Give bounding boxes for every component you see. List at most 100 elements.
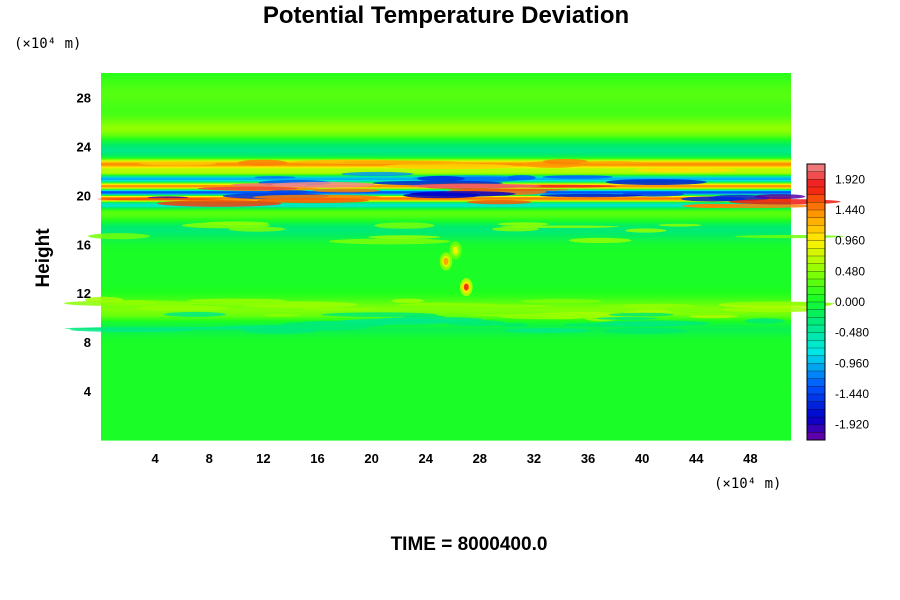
field-streak [136,305,228,311]
field-row [101,244,791,247]
time-label: TIME = 8000400.0 [391,534,548,555]
colorbar-segment [806,278,826,288]
field-row [101,392,791,395]
field-row [101,376,791,379]
x-tick-label: 12 [256,451,270,466]
field-row [101,216,791,218]
field-row [101,91,791,94]
y-tick-label: 4 [84,384,92,399]
field-row [101,170,791,173]
field-streak [744,318,786,324]
field-streak [542,158,589,165]
colorbar-segment [806,355,826,364]
field-row [101,130,791,133]
field-row [101,129,791,132]
field-row [101,329,791,332]
field-row [101,399,791,402]
field-row [101,283,791,286]
field-row [101,145,791,147]
field-row [101,326,791,329]
field-row [101,310,791,313]
field-row [101,90,791,92]
field-row [101,438,791,441]
field-row [101,102,791,105]
field-streak [605,179,707,186]
field-row [101,82,791,85]
field-row [101,347,791,349]
field-row [101,386,791,388]
field-row [101,437,791,440]
field-streak [539,193,643,198]
x-tick-label: 44 [689,451,704,466]
field-row [101,159,791,162]
field-row [101,381,791,384]
field-row [101,398,791,401]
field-row [101,387,791,390]
field-row [101,115,791,118]
colorbar-segment [806,370,826,380]
field-row [101,205,791,207]
field-row [101,156,791,159]
field-row [101,277,791,280]
field-streak [197,186,299,191]
field-row [101,235,791,238]
field-row [101,384,791,387]
colorbar-segment [806,186,826,196]
field-streak [328,238,451,245]
field-row [101,273,791,276]
field-row [101,419,791,422]
field-row [101,279,791,282]
field-row [101,272,791,275]
field-row [101,334,791,337]
colorbar-segment [806,294,826,303]
colorbar-tick-label: 1.440 [835,203,865,217]
colorbar-segment [806,301,826,311]
field-streak [417,175,465,182]
field-row [101,282,791,285]
field-streak [542,175,613,179]
field-row [101,348,791,351]
field-row [101,109,791,112]
field-row [101,211,791,214]
colorbar-segment [806,255,826,265]
chart-title: Potential Temperature Deviation [263,2,629,29]
field-row [101,309,791,311]
field-row [101,435,791,437]
colorbar-tick-label: -0.480 [835,326,869,340]
field-row [101,92,791,95]
field-row [101,136,791,139]
colorbar-segment [806,432,826,441]
colorbar-segment [806,378,826,387]
field-row [101,278,791,281]
field-row [101,404,791,407]
field-streak [464,304,553,308]
field-row [101,106,791,108]
field-row [101,142,791,145]
field-row [101,241,791,244]
field-row [101,206,791,209]
field-row [101,414,791,417]
field-row [101,323,791,326]
field-row [101,420,791,423]
field-streak [88,233,150,240]
field-streak [341,171,414,177]
field-row [101,355,791,358]
field-streak [163,311,227,317]
heatmap-blobs [439,241,473,297]
field-row [101,214,791,217]
colorbar-tick-label: 1.920 [835,172,865,186]
field-row [101,413,791,415]
field-row [101,325,791,327]
field-row [101,340,791,343]
colorbar-segment [806,232,826,242]
colorbar: 1.920 1.440 0.960 0.480 0.000 -0.480 -0.960 -1.… [806,163,869,441]
field-row [101,433,791,436]
field-row [101,108,791,111]
field-row [101,425,791,428]
field-streak [568,237,632,244]
x-axis-ticks: 4 8 12 16 20 24 28 32 36 40 44 48 [152,451,758,466]
field-streak [625,228,667,233]
field-row [101,337,791,340]
x-tick-label: 16 [310,451,324,466]
